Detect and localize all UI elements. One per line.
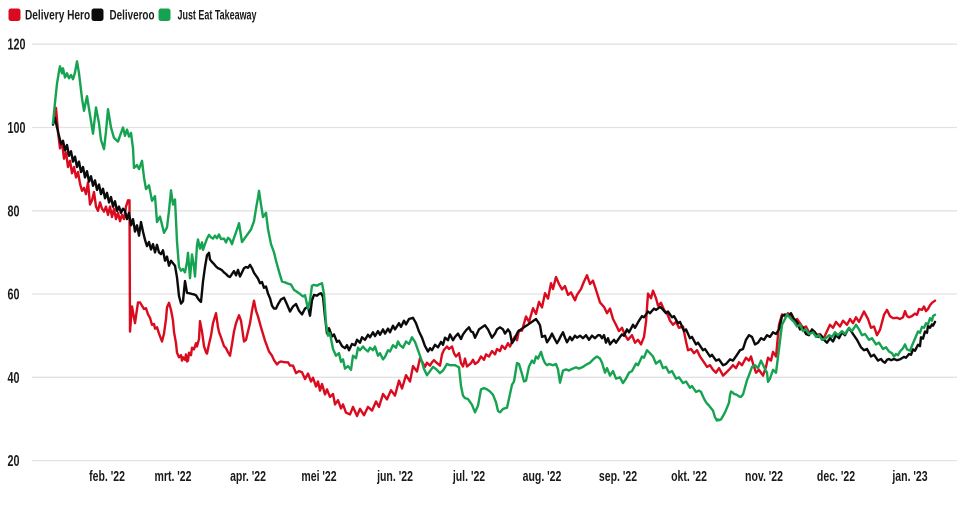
svg-text:sep. '22: sep. '22: [599, 468, 637, 484]
svg-text:nov. '22: nov. '22: [745, 468, 783, 484]
svg-text:Just Eat Takeaway: Just Eat Takeaway: [178, 7, 257, 22]
svg-text:mei '22: mei '22: [301, 468, 336, 484]
svg-text:100: 100: [8, 119, 26, 137]
svg-text:mrt. '22: mrt. '22: [154, 468, 191, 484]
svg-text:jan. '23: jan. '23: [892, 468, 928, 484]
svg-text:feb. '22: feb. '22: [89, 468, 125, 484]
svg-text:jul. '22: jul. '22: [452, 468, 485, 484]
svg-text:20: 20: [8, 452, 20, 470]
svg-text:60: 60: [8, 285, 20, 303]
svg-text:120: 120: [8, 36, 26, 54]
svg-text:40: 40: [8, 369, 20, 387]
svg-text:Delivery Hero: Delivery Hero: [25, 7, 90, 23]
svg-text:80: 80: [8, 202, 20, 220]
svg-text:jun. '22: jun. '22: [376, 468, 413, 484]
svg-text:Deliveroo: Deliveroo: [110, 7, 155, 23]
svg-text:okt. '22: okt. '22: [671, 468, 707, 484]
svg-text:aug. '22: aug. '22: [523, 468, 562, 484]
svg-text:apr. '22: apr. '22: [230, 468, 266, 484]
svg-text:dec. '22: dec. '22: [817, 468, 855, 484]
